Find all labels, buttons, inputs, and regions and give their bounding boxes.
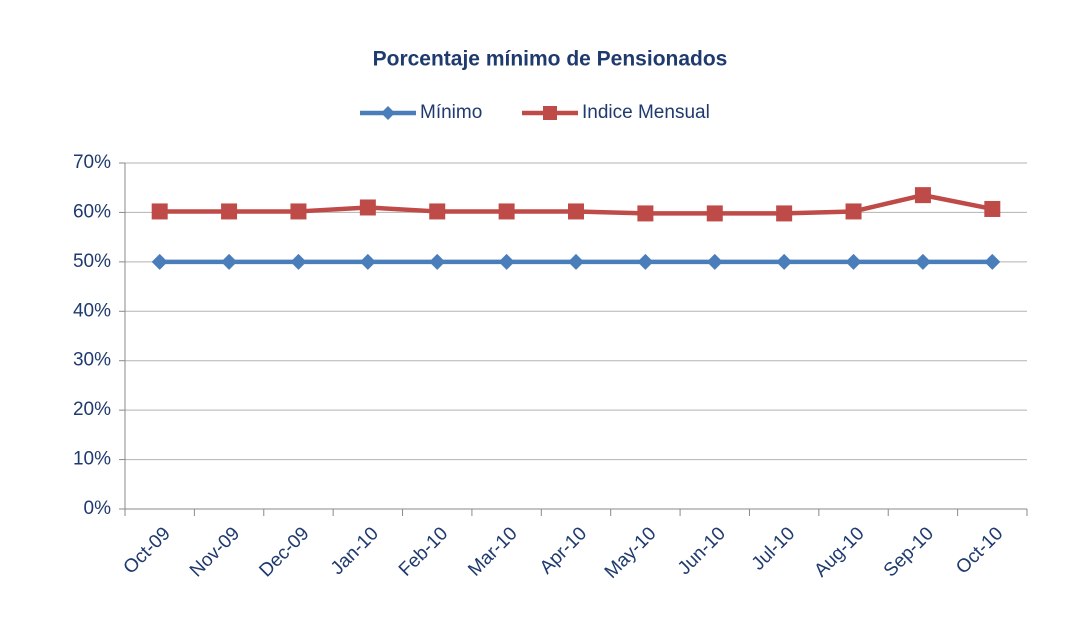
data-point	[568, 203, 584, 220]
data-point	[984, 200, 1001, 217]
data-point	[498, 203, 515, 220]
data-point	[637, 205, 654, 222]
x-tick-label: Dec-09	[255, 523, 313, 581]
y-tick-label: 10%	[73, 449, 111, 470]
x-tick-label: Sep-10	[880, 523, 938, 581]
legend-marker	[543, 106, 557, 120]
data-point	[290, 253, 307, 270]
data-point	[221, 203, 238, 220]
x-tick-label: Aug-10	[810, 523, 868, 581]
data-point	[429, 253, 446, 270]
data-point	[637, 253, 654, 270]
y-tick-label: 50%	[73, 251, 111, 272]
x-tick-label: Nov-09	[186, 523, 244, 581]
x-tick-label: Oct-09	[120, 523, 175, 578]
y-tick-label: 20%	[73, 399, 111, 420]
data-point	[706, 253, 723, 270]
x-tick-label: Jun-10	[674, 523, 730, 579]
data-point	[845, 253, 862, 270]
legend-label: Indice Mensual	[582, 102, 710, 123]
data-point	[706, 205, 723, 222]
x-tick-label: Jul-10	[748, 523, 799, 574]
data-point	[290, 203, 307, 220]
x-tick-label: May-10	[601, 523, 661, 583]
data-point	[914, 253, 931, 270]
data-point	[914, 187, 931, 204]
chart-title: Porcentaje mínimo de Pensionados	[373, 48, 728, 71]
legend-label: Mínimo	[420, 102, 482, 123]
y-tick-label: 30%	[73, 350, 111, 371]
x-tick-label: Feb-10	[395, 523, 452, 580]
data-point	[776, 253, 793, 270]
y-tick-label: 70%	[73, 152, 111, 173]
x-tick-label: Mar-10	[464, 523, 521, 580]
legend-marker	[381, 106, 395, 120]
data-point	[359, 253, 376, 270]
x-tick-label: Jan-10	[327, 523, 383, 579]
data-point	[429, 203, 446, 220]
data-point	[151, 253, 168, 270]
data-point	[776, 205, 793, 222]
data-point	[568, 253, 584, 270]
data-point	[359, 199, 376, 216]
data-point	[984, 253, 1001, 270]
data-point	[845, 203, 862, 220]
y-tick-label: 0%	[84, 498, 112, 519]
data-point	[498, 253, 515, 270]
data-point	[151, 203, 168, 220]
y-tick-label: 40%	[73, 300, 111, 321]
x-tick-label: Apr-10	[536, 523, 591, 578]
y-tick-label: 60%	[73, 201, 111, 222]
x-tick-label: Oct-10	[952, 523, 1007, 578]
data-point	[221, 253, 238, 270]
